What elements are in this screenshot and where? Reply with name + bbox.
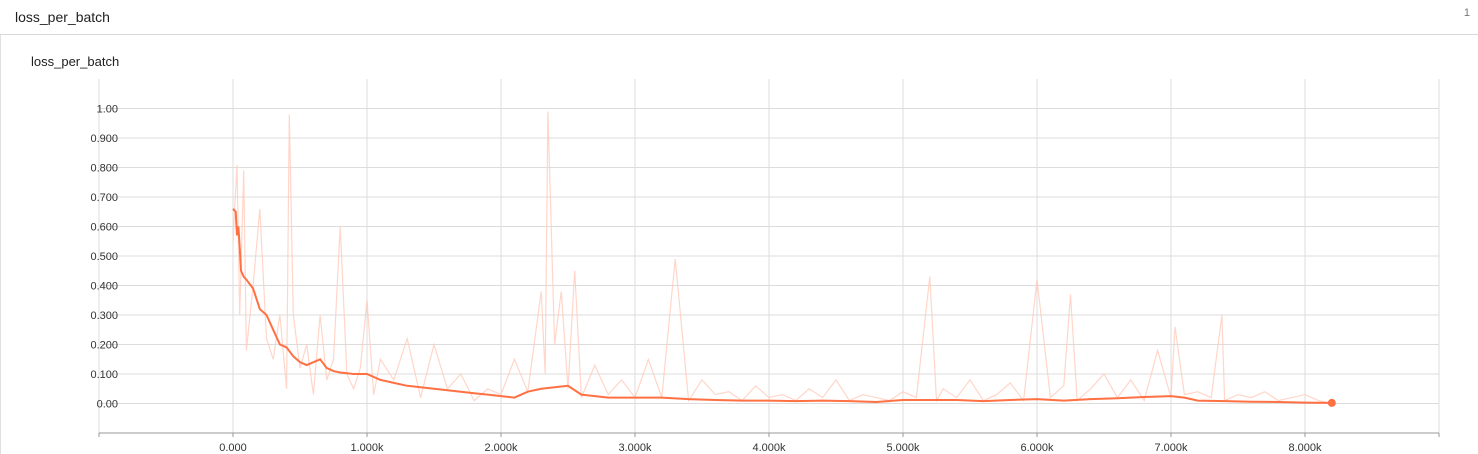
x-tick-label: 5.000k [886,442,920,454]
x-tick-label: 3.000k [618,442,652,454]
y-tick-label: 0.900 [90,133,118,145]
y-tick-label: 0.200 [90,340,118,352]
y-tick-label: 0.400 [90,281,118,293]
smoothed-series-line [232,208,1332,404]
x-tick-label: 2.000k [484,442,518,454]
panel-item-count: 1 [1463,7,1470,19]
x-tick-label: 0.000 [219,442,247,454]
panel-header[interactable]: loss_per_batch 1 [0,0,1478,35]
raw-series-line [232,111,1332,405]
panel-title: loss_per_batch [15,9,110,25]
y-tick-label: 0.500 [90,251,118,263]
y-tick-label: 0.600 [90,222,118,234]
chart-title: loss_per_batch [31,54,120,69]
y-tick-label: 0.300 [90,310,118,322]
line-chart[interactable]: 0.00 0.100 0.200 0.300 0.400 0.500 0.600 0.700 0… [1,35,1478,454]
x-tick-label: 4.000k [752,442,786,454]
y-tick-label: 0.100 [90,369,118,381]
x-tick-label: 1.000k [350,442,384,454]
x-tick-label: 7.000k [1154,442,1188,454]
x-tick-label: 6.000k [1020,442,1054,454]
y-tick-label: 1.00 [97,104,118,116]
x-tick-label: 8.000k [1288,442,1322,454]
y-tick-label: 0.00 [97,399,118,411]
y-tick-label: 0.700 [90,192,118,204]
y-tick-label: 0.800 [90,163,118,175]
last-point-marker[interactable] [1327,398,1336,407]
chart-card: loss_per_batch 0.00 0.100 0.200 0.300 0.400 0… [0,35,1478,454]
